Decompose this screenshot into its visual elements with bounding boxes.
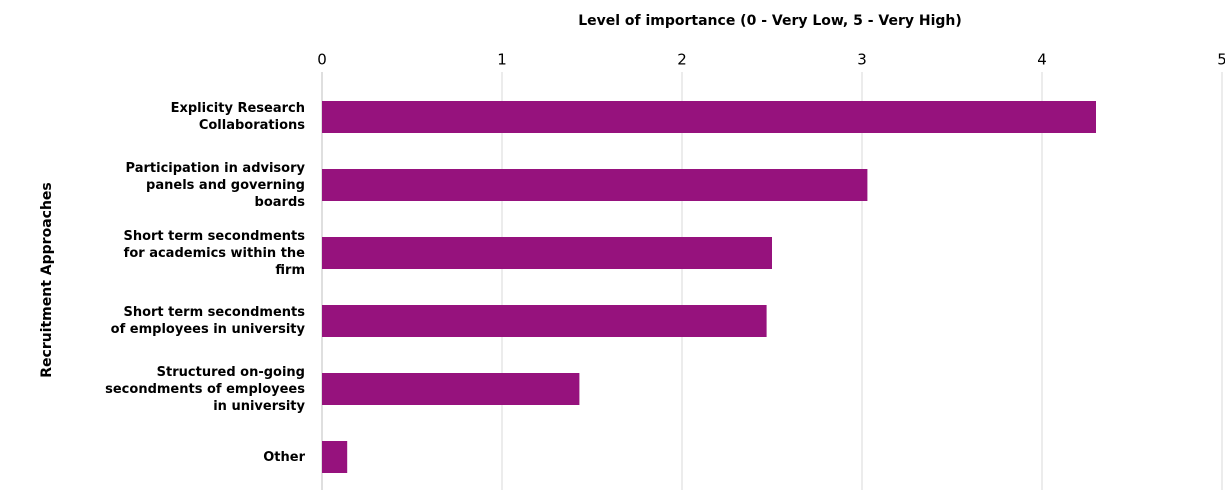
y-axis-title: Recruitment Approaches [39, 182, 55, 378]
y-tick-label: Structured on-going secondments of emplo… [105, 364, 305, 414]
x-tick-label: 1 [497, 51, 507, 69]
x-tick-label: 4 [1037, 51, 1047, 69]
bar [322, 373, 580, 405]
x-tick-label: 3 [857, 51, 867, 69]
y-tick-label: Other [263, 449, 305, 465]
bar [322, 169, 868, 201]
bar [322, 305, 767, 337]
bar [322, 237, 772, 269]
x-tick-label: 5 [1217, 51, 1225, 69]
y-tick-label: Short term secondments for academics wit… [123, 228, 305, 278]
x-tick-label: 2 [677, 51, 687, 69]
bar [322, 101, 1096, 133]
y-tick-label: Participation in advisory panels and gov… [125, 160, 305, 210]
y-tick-label: Explicity Research Collaborations [170, 101, 305, 133]
x-tick-label: 0 [317, 51, 327, 69]
y-tick-label: Short term secondments of employees in u… [110, 305, 305, 337]
x-axis-title: Level of importance (0 - Very Low, 5 - V… [578, 13, 962, 29]
bar [322, 441, 348, 473]
